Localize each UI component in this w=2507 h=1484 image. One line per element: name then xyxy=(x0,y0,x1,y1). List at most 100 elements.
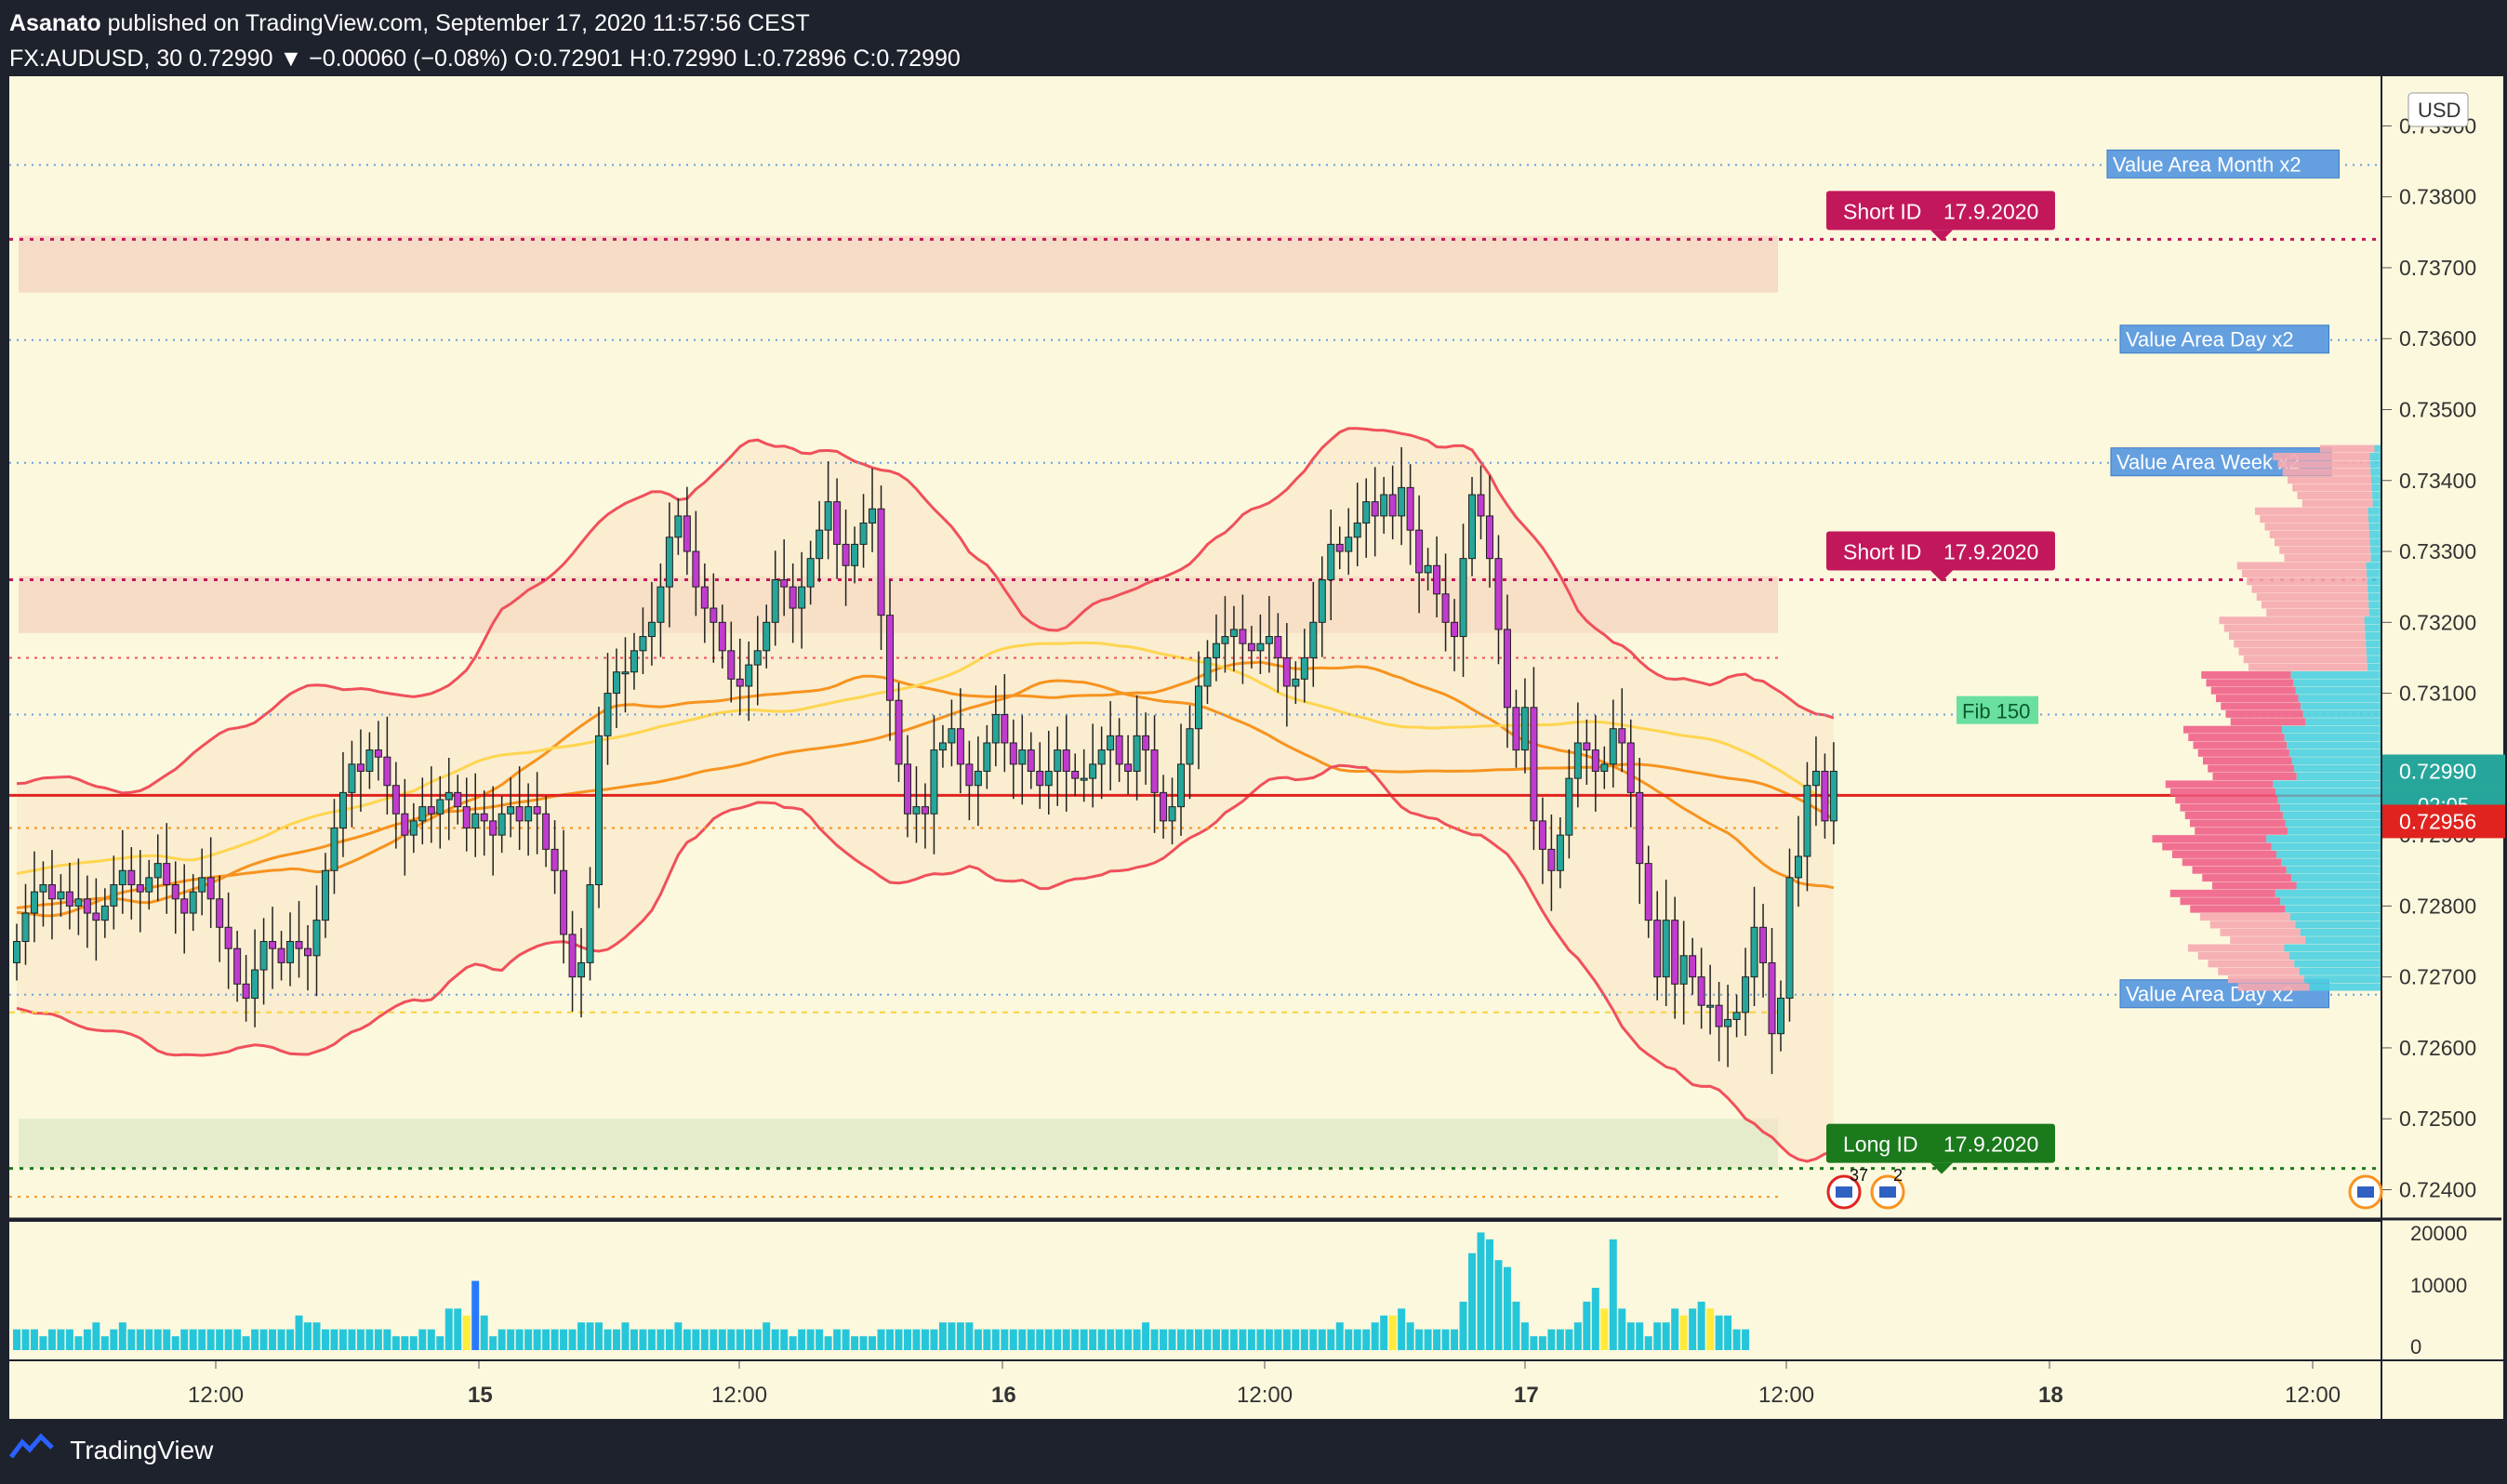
candle xyxy=(833,501,842,545)
candle xyxy=(1538,820,1546,850)
price-tick-label: 0.73200 xyxy=(2399,610,2476,634)
candle xyxy=(489,820,497,836)
vp-buy-bar xyxy=(2372,491,2381,499)
volume-bar xyxy=(83,1329,91,1350)
volume-bar xyxy=(533,1329,541,1350)
volume-bar xyxy=(657,1329,665,1350)
volume-bar xyxy=(851,1336,859,1350)
vp-sell-bar xyxy=(2182,858,2282,867)
time-tick-label: 12:00 xyxy=(1237,1383,1293,1408)
candle xyxy=(1221,636,1229,644)
vp-buy-bar xyxy=(2368,593,2381,602)
vp-sell-bar xyxy=(2230,936,2306,945)
volume-bar xyxy=(39,1336,47,1350)
candle xyxy=(1777,998,1784,1035)
vp-sell-bar xyxy=(2220,928,2301,936)
candle xyxy=(710,607,718,623)
price-tick-label: 0.73800 xyxy=(2399,185,2476,209)
volume-bar xyxy=(436,1336,444,1350)
vp-sell-bar xyxy=(2170,788,2275,796)
candle xyxy=(312,920,321,957)
last-price: 0.72990 xyxy=(189,46,273,72)
vp-buy-bar xyxy=(2285,819,2381,828)
candle xyxy=(1512,707,1520,751)
high-label: H: xyxy=(629,46,653,72)
vp-buy-bar xyxy=(2368,585,2381,593)
vp-sell-bar xyxy=(2260,515,2369,523)
zone-2 xyxy=(19,1119,1778,1169)
vp-buy-bar xyxy=(2275,889,2381,897)
flag-icon-fill xyxy=(1879,1186,1896,1198)
candle xyxy=(1115,735,1123,765)
candle xyxy=(1732,1012,1741,1020)
down-arrow-icon: ▼ xyxy=(279,46,303,72)
volume-bar xyxy=(674,1322,683,1350)
volume-bar xyxy=(869,1336,877,1350)
volume-bar xyxy=(1441,1329,1450,1350)
volume-bar xyxy=(842,1329,850,1350)
id-label-box xyxy=(1826,1123,2055,1163)
vp-sell-bar xyxy=(2221,702,2301,710)
candle xyxy=(604,693,612,736)
volume-bar xyxy=(965,1322,974,1350)
vp-sell-bar xyxy=(2208,960,2295,968)
candle xyxy=(1451,621,1459,638)
volume-bar xyxy=(136,1329,144,1350)
candle xyxy=(471,813,480,828)
last-price-box xyxy=(2382,754,2505,788)
volume-bar xyxy=(1362,1329,1371,1350)
candle xyxy=(577,961,586,978)
volume-bar xyxy=(780,1329,789,1350)
volume-bar xyxy=(560,1329,568,1350)
id-label-1: Short ID 17.9.2020 xyxy=(1826,531,2055,582)
volume-bar xyxy=(1345,1329,1353,1350)
volume-bar xyxy=(1679,1315,1688,1350)
candle xyxy=(1398,486,1406,517)
volume-bar xyxy=(789,1336,797,1350)
vp-sell-bar xyxy=(2279,546,2371,554)
volume-bar xyxy=(1662,1322,1670,1350)
vp-buy-bar xyxy=(2370,468,2381,476)
candle xyxy=(780,579,789,588)
vp-buy-bar xyxy=(2285,905,2381,913)
volume-bar xyxy=(550,1329,559,1350)
volume-bar xyxy=(1229,1329,1238,1350)
candle xyxy=(418,806,427,822)
candle xyxy=(374,749,382,758)
candle xyxy=(39,884,47,893)
candle xyxy=(886,615,895,701)
publisher-name[interactable]: Asanato xyxy=(9,10,101,36)
vp-sell-bar xyxy=(2195,827,2288,835)
vp-buy-bar xyxy=(2370,554,2381,563)
volume-bar xyxy=(1424,1329,1432,1350)
candle xyxy=(1477,494,1485,517)
candle xyxy=(798,586,806,609)
candle xyxy=(110,884,118,907)
header-line-2: FX:AUDUSD, 30 0.72990 ▼ −0.00060 (−0.08%… xyxy=(9,41,961,76)
candle xyxy=(1327,543,1335,581)
volume-bar xyxy=(338,1329,347,1350)
volume-bar xyxy=(1591,1288,1599,1350)
brand-name[interactable]: TradingView xyxy=(70,1436,214,1464)
vp-sell-bar xyxy=(2210,686,2296,695)
id-label-pointer xyxy=(1930,1162,1953,1174)
vp-buy-bar xyxy=(2291,757,2381,765)
candle xyxy=(1186,728,1194,765)
candle xyxy=(1142,735,1150,751)
volume-bar xyxy=(1715,1315,1723,1350)
volume-bar xyxy=(798,1329,806,1350)
vp-sell-bar xyxy=(2180,897,2281,906)
volume-bar xyxy=(1335,1322,1344,1350)
candle xyxy=(983,742,991,772)
candle xyxy=(1618,728,1626,744)
vp-buy-bar xyxy=(2300,928,2381,936)
vp-buy-bar xyxy=(2275,788,2381,796)
volume-bar xyxy=(110,1329,118,1350)
candles xyxy=(13,446,1837,1075)
volume-bar xyxy=(1247,1329,1255,1350)
volume-bar xyxy=(1600,1308,1609,1350)
volume-bar xyxy=(163,1329,171,1350)
volume-bar xyxy=(1300,1329,1308,1350)
volume-bar xyxy=(259,1329,268,1350)
